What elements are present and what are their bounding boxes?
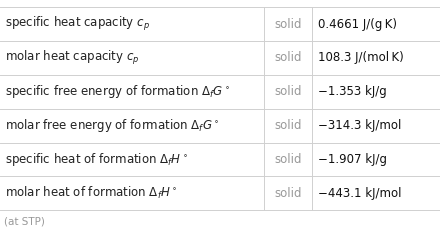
Text: 0.4661 J/(g K): 0.4661 J/(g K): [318, 18, 397, 31]
Text: solid: solid: [274, 153, 301, 166]
Text: solid: solid: [274, 119, 301, 132]
Text: solid: solid: [274, 51, 301, 65]
Text: −314.3 kJ/mol: −314.3 kJ/mol: [318, 119, 401, 132]
Text: solid: solid: [274, 18, 301, 31]
Text: solid: solid: [274, 187, 301, 200]
Text: molar free energy of formation $\Delta_f G^\circ$: molar free energy of formation $\Delta_f…: [5, 117, 220, 134]
Text: −1.353 kJ/g: −1.353 kJ/g: [318, 85, 387, 98]
Text: 108.3 J/(mol K): 108.3 J/(mol K): [318, 51, 404, 65]
Text: (at STP): (at STP): [4, 216, 45, 226]
Text: molar heat of formation $\Delta_f H^\circ$: molar heat of formation $\Delta_f H^\cir…: [5, 185, 178, 201]
Text: molar heat capacity $c_p$: molar heat capacity $c_p$: [5, 49, 140, 67]
Text: −443.1 kJ/mol: −443.1 kJ/mol: [318, 187, 402, 200]
Text: −1.907 kJ/g: −1.907 kJ/g: [318, 153, 387, 166]
Text: solid: solid: [274, 85, 301, 98]
Text: specific heat capacity $c_p$: specific heat capacity $c_p$: [5, 15, 150, 33]
Text: specific free energy of formation $\Delta_f G^\circ$: specific free energy of formation $\Delt…: [5, 83, 230, 100]
Text: specific heat of formation $\Delta_f H^\circ$: specific heat of formation $\Delta_f H^\…: [5, 151, 188, 168]
